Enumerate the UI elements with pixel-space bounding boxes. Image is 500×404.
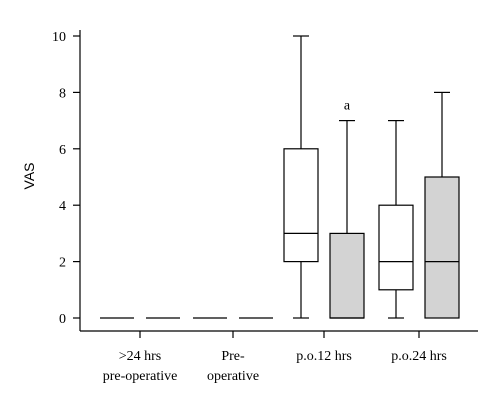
y-tick-label: 4 bbox=[59, 199, 66, 214]
box-annotation: a bbox=[344, 99, 351, 114]
box-body bbox=[329, 232, 365, 319]
x-category-label: p.o.12 hrs bbox=[296, 349, 352, 364]
y-tick-label: 0 bbox=[59, 312, 66, 327]
y-tick-label: 8 bbox=[59, 86, 66, 101]
x-category-label-line2: operative bbox=[207, 369, 259, 384]
boxes: a bbox=[100, 35, 460, 319]
box-body bbox=[283, 148, 319, 263]
y-axis-title: VAS bbox=[21, 163, 37, 190]
y-tick-label: 2 bbox=[59, 256, 66, 271]
x-category-label: >24 hrs bbox=[119, 349, 162, 364]
x-category-label-line2: pre-operative bbox=[103, 369, 178, 384]
y-tick-label: 10 bbox=[52, 30, 66, 45]
y-tick-label: 6 bbox=[59, 143, 66, 158]
y-axis: 0 2 4 6 8 10 bbox=[52, 30, 81, 331]
box-white bbox=[378, 119, 414, 319]
box-gray: a bbox=[329, 99, 365, 319]
box-body bbox=[378, 204, 414, 291]
x-category-label: Pre- bbox=[221, 349, 245, 364]
box-gray bbox=[424, 91, 460, 319]
box-white bbox=[283, 35, 319, 319]
box-body bbox=[424, 176, 460, 319]
x-category-label: p.o.24 hrs bbox=[391, 349, 447, 364]
x-axis: >24 hrs pre-operative Pre-operative p.o.12 … bbox=[80, 330, 478, 384]
